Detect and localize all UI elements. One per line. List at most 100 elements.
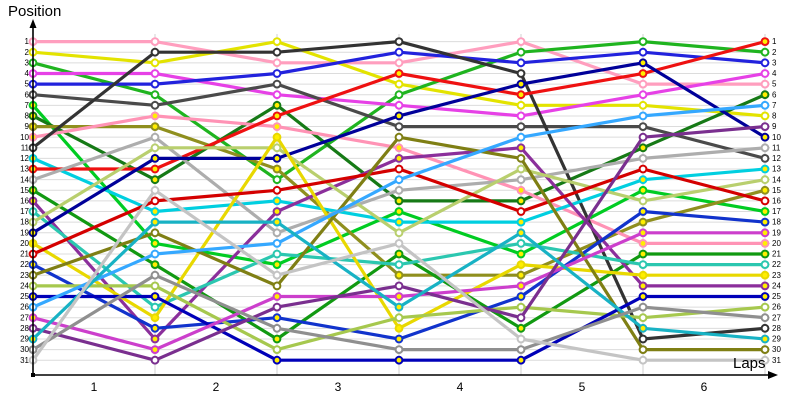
lap-marker-car-14 [272, 228, 282, 238]
lap-marker-car-10 [760, 239, 770, 248]
lap-marker-car-12 [394, 217, 404, 227]
lap-marker-car-12 [516, 217, 526, 227]
lap-marker-car-4 [516, 111, 526, 121]
lap-marker-car-24 [638, 313, 648, 323]
lap-marker-car-5 [394, 47, 404, 57]
lap-marker-car-29 [394, 302, 404, 312]
lap-marker-car-1 [638, 79, 648, 89]
position-label-left: 15 [20, 186, 29, 195]
lap-marker-car-6 [638, 122, 648, 131]
position-label-right: 10 [772, 133, 781, 142]
lap-marker-car-7 [272, 260, 282, 270]
lap-marker-car-30 [516, 345, 526, 355]
lap-marker-car-10 [516, 185, 526, 195]
lap-marker-car-21 [394, 164, 404, 174]
lap-marker-car-10 [150, 111, 160, 121]
lap-marker-car-11 [638, 334, 648, 344]
lap-marker-car-14 [150, 132, 160, 142]
lap-marker-car-17 [150, 302, 160, 312]
x-axis-title: Laps [733, 355, 766, 372]
lap-marker-car-18 [394, 228, 404, 238]
position-label-right: 8 [772, 112, 777, 121]
position-label-left: 24 [20, 281, 29, 290]
y-axis-arrow-icon [29, 19, 37, 28]
lap-marker-car-21 [760, 196, 770, 206]
lap-marker-car-14 [638, 154, 648, 163]
lap-marker-car-9 [272, 164, 282, 174]
lap-marker-car-28 [394, 281, 404, 291]
x-axis-arrow-icon [768, 371, 778, 379]
lap-marker-car-19 [272, 154, 282, 163]
lap-marker-car-2 [638, 100, 648, 110]
position-label-right: 24 [772, 281, 781, 290]
lap-marker-car-2 [272, 37, 282, 46]
lap-marker-car-16 [394, 154, 404, 163]
lap-marker-car-25 [516, 355, 526, 365]
lap-marker-car-8 [516, 196, 526, 206]
lap-marker-car-19 [516, 79, 526, 89]
lap-marker-car-12 [150, 207, 160, 216]
lap-marker-car-6 [760, 154, 770, 163]
position-label-left: 6 [25, 90, 30, 99]
lap-marker-car-22 [150, 323, 160, 333]
lap-marker-car-17 [516, 239, 526, 248]
lap-marker-car-9 [760, 185, 770, 195]
lap-marker-car-15 [516, 323, 526, 333]
position-label-left: 2 [25, 48, 30, 57]
lap-marker-car-21 [516, 207, 526, 216]
position-label-right: 2 [772, 48, 777, 57]
lap-marker-car-27 [272, 292, 282, 301]
position-label-right: 6 [772, 90, 777, 99]
lap-marker-car-16 [638, 281, 648, 291]
position-label-left: 23 [20, 271, 29, 280]
lap-marker-car-25 [638, 292, 648, 301]
lap-marker-car-17 [394, 260, 404, 270]
lap-marker-car-26 [516, 132, 526, 142]
lap-marker-car-20 [150, 313, 160, 323]
lap-marker-car-11 [150, 47, 160, 57]
lap-marker-car-8 [638, 143, 648, 153]
lap-marker-car-10 [394, 143, 404, 153]
lap-marker-car-16 [516, 143, 526, 153]
lap-marker-car-11 [760, 323, 770, 333]
position-label-left: 14 [20, 175, 29, 184]
position-label-left: 1 [25, 37, 30, 46]
lap-marker-car-22 [760, 217, 770, 227]
lap-marker-car-6 [516, 122, 526, 131]
position-label-left: 29 [20, 335, 29, 344]
lap-marker-car-22 [516, 292, 526, 301]
position-label-left: 28 [20, 324, 29, 333]
lap-marker-car-27 [150, 345, 160, 355]
position-label-right: 31 [772, 356, 781, 365]
position-label-right: 12 [772, 154, 781, 163]
lap-marker-car-20 [394, 323, 404, 333]
position-label-right: 21 [772, 250, 781, 259]
lap-marker-car-2 [516, 100, 526, 110]
position-label-left: 17 [20, 207, 29, 216]
lap-marker-car-27 [516, 281, 526, 291]
position-label-left: 10 [20, 133, 29, 142]
lap-marker-car-8 [150, 175, 160, 185]
lap-marker-car-31 [760, 355, 770, 365]
lap-marker-car-5 [272, 69, 282, 78]
lap-marker-car-15 [760, 249, 770, 259]
lap-marker-car-4 [638, 90, 648, 100]
lap-marker-car-8 [272, 100, 282, 110]
lap-marker-car-28 [150, 355, 160, 365]
position-label-right: 17 [772, 207, 781, 216]
lap-marker-car-13 [394, 69, 404, 78]
position-label-right: 11 [772, 143, 781, 152]
lap-marker-car-29 [150, 217, 160, 227]
lap-marker-car-16 [760, 281, 770, 291]
lap-marker-car-26 [394, 175, 404, 185]
lap-marker-car-7 [394, 207, 404, 216]
lap-marker-car-27 [638, 228, 648, 238]
lap-marker-car-17 [272, 249, 282, 259]
lap-marker-car-24 [272, 345, 282, 355]
position-label-right: 28 [772, 324, 781, 333]
lap-marker-car-16 [272, 207, 282, 216]
lap-marker-car-10 [272, 122, 282, 131]
lap-marker-car-29 [760, 334, 770, 344]
lap-marker-car-7 [516, 249, 526, 259]
